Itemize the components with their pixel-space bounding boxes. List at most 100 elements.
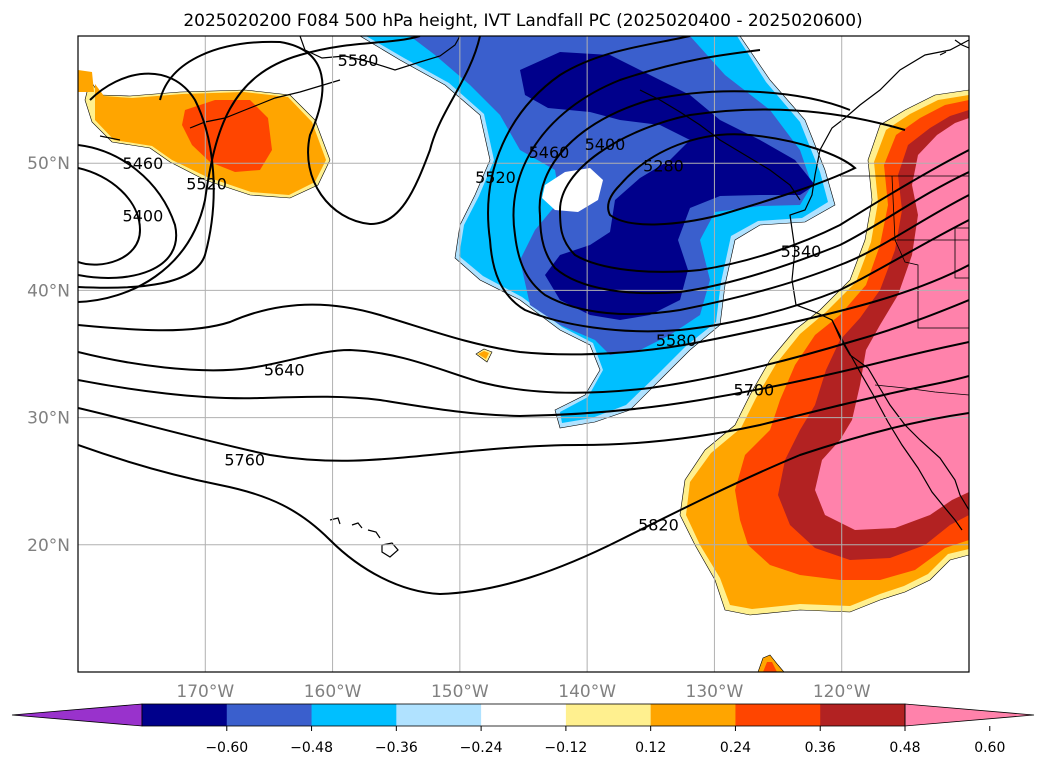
shade-small-patch-core [478, 351, 489, 359]
colorbar-tick-label: 0.24 [720, 740, 751, 756]
contour-label-text: 5640 [264, 360, 305, 379]
lat-tick-label: 20°N [27, 536, 70, 556]
colorbar-tick-label: −0.12 [544, 740, 587, 756]
colorbar-segment [396, 704, 482, 726]
border-us-mex [874, 384, 969, 396]
contour-label-text: 5280 [643, 157, 684, 176]
contour-label: 5520 [475, 168, 516, 187]
lon-tick-label: 130°W [686, 682, 744, 702]
colorbar-segment [565, 704, 652, 726]
contour-label: 5760 [224, 451, 265, 470]
contour-5460 [512, 49, 969, 316]
colorbar-tick-label: 0.12 [635, 740, 666, 756]
colorbar-segment [650, 704, 736, 726]
contour-label: 5460 [529, 143, 570, 162]
contour-labels: 5580 5460 5400 5520 5520 5460 5400 5280 5340 5640… [123, 51, 822, 534]
contour-label-text: 5820 [638, 515, 679, 534]
colorbar-tick-label: 0.48 [889, 740, 920, 756]
lon-tick-label: 150°W [431, 682, 489, 702]
contour-label-text: 5340 [781, 242, 822, 261]
contour-5460-west [78, 144, 178, 279]
contour-label: 5820 [638, 515, 679, 534]
contour-5400-west [78, 167, 142, 266]
coastline-north-america [789, 39, 969, 511]
colorbar-frame [141, 703, 906, 727]
map-panel: 5580 5460 5400 5520 5520 5460 5400 5280 5340 5640… [27, 35, 970, 702]
contour-5400 [538, 90, 969, 295]
contour-label-text: 5400 [585, 135, 626, 154]
shade-neg-dark [520, 52, 815, 320]
lon-tick-label: 120°W [813, 682, 871, 702]
contour-label-text: 5520 [186, 175, 227, 194]
contour-5520 [487, 36, 969, 333]
shade-east-pink [815, 118, 969, 530]
coastline-bc-islands [639, 89, 801, 201]
contour-label-text: 5400 [123, 206, 164, 225]
chart-title: 2025020200 F084 500 hPa height, IVT Land… [183, 11, 862, 31]
contour-5820 [78, 412, 969, 596]
contour-label: 5460 [123, 154, 164, 173]
contour-label-text: 5520 [475, 168, 516, 187]
coastline-alaska [299, 36, 461, 71]
colorbar-extend-low [11, 703, 143, 727]
colorbar-segment [481, 704, 567, 726]
gridlines [78, 36, 969, 672]
lat-tick-label: 40°N [27, 281, 70, 301]
lon-tick-label: 140°W [558, 682, 616, 702]
contour-label: 5640 [264, 360, 305, 379]
contour-label: 5340 [781, 242, 822, 261]
contour-5580-north [78, 36, 421, 303]
contour-5580-loop [159, 36, 481, 226]
coastline-hawaii [329, 517, 399, 558]
shade-white-hole [542, 168, 603, 212]
colorbar-tick-label: −0.48 [290, 740, 333, 756]
colorbar-tick-label: −0.24 [460, 740, 503, 756]
contour-5280 [607, 133, 857, 226]
lon-tick-label: 170°W [176, 682, 234, 702]
coastline-nw-corner [939, 39, 969, 56]
colorbar-tick-label: −0.60 [205, 740, 248, 756]
contour-5580 [78, 264, 969, 356]
contour-5520-west [78, 72, 215, 289]
colorbar-tick-label: −0.36 [375, 740, 418, 756]
contour-label: 5580 [338, 51, 379, 70]
border-states [890, 175, 969, 329]
borders [840, 175, 969, 396]
contour-label: 5280 [643, 157, 684, 176]
colorbar-segment [142, 704, 228, 726]
colorbar-segment [820, 704, 906, 726]
coastline-aleutians [99, 79, 341, 141]
height-contours [78, 36, 969, 596]
colorbar-segment [226, 704, 313, 726]
shade-west-edge [78, 70, 94, 92]
colorbar-tick-label: 0.36 [805, 740, 836, 756]
contour-5640 [78, 299, 969, 394]
map-frame [77, 35, 970, 673]
colorbar-segment [735, 704, 821, 726]
contour-label-text: 5580 [338, 51, 379, 70]
lat-tick-label: 30°N [27, 409, 70, 429]
contour-label: 5700 [734, 381, 775, 400]
contour-label: 5520 [186, 175, 227, 194]
contour-label-text: 5460 [529, 143, 570, 162]
axis-tick-labels: 170°W 160°W 150°W 140°W 130°W 120°W 20°N 30°N 40… [27, 154, 871, 702]
shade-west-red [182, 100, 272, 172]
colorbar: −0.60 −0.48 −0.36 −0.24 −0.12 0.12 0.24 0.36 0.4… [11, 703, 1035, 756]
lat-tick-label: 50°N [27, 154, 70, 174]
colorbar-extend-high [904, 703, 1035, 727]
coastline-baja [831, 319, 963, 531]
colorbar-tick-label: 0.60 [974, 740, 1005, 756]
contour-label-text: 5760 [224, 451, 265, 470]
contour-label: 5580 [656, 331, 697, 350]
colorbar-segment [311, 704, 397, 726]
lon-tick-label: 160°W [304, 682, 362, 702]
contour-label-text: 5700 [734, 381, 775, 400]
contour-label-text: 5580 [656, 331, 697, 350]
contour-label: 5400 [585, 135, 626, 154]
contour-5700 [78, 341, 969, 418]
coastlines [99, 36, 969, 558]
shade-south-patch-core [763, 662, 777, 672]
contour-5760 [78, 375, 969, 462]
contour-5340 [559, 108, 969, 273]
contour-label-text: 5460 [123, 154, 164, 173]
